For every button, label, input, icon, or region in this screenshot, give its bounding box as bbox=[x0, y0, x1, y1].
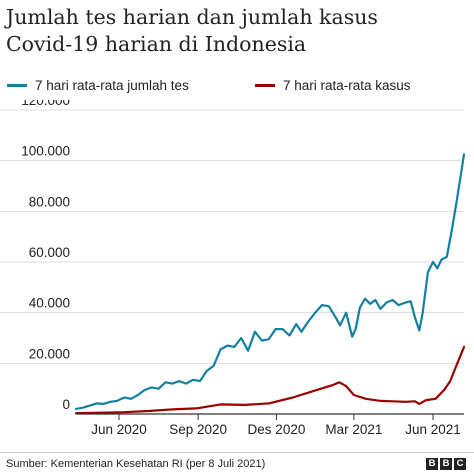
x-tick-label: Jun 2021 bbox=[405, 422, 461, 437]
y-tick-label: 20.000 bbox=[29, 346, 70, 361]
legend-label-cases: 7 hari rata-rata kasus bbox=[283, 78, 411, 93]
line-chart: 0 20.000 40.000 60.000 80.000 100.000 120.000 J… bbox=[0, 100, 466, 437]
bbc-logo-block-2: B bbox=[440, 458, 452, 470]
bbc-logo: B B C bbox=[426, 458, 466, 470]
bbc-logo-block-3: C bbox=[454, 458, 466, 470]
series-line-cases bbox=[74, 345, 466, 415]
y-tick-label: 0 bbox=[62, 397, 70, 412]
x-tick-label: Mar 2021 bbox=[325, 422, 382, 437]
source-note: Sumber: Kementerian Kesehatan RI (per 8 … bbox=[6, 458, 266, 470]
x-tick-label: Jun 2020 bbox=[91, 422, 147, 437]
legend-item-tests: 7 hari rata-rata jumlah tes bbox=[7, 78, 189, 93]
footer: Sumber: Kementerian Kesehatan RI (per 8 … bbox=[0, 448, 474, 475]
chart-title: Jumlah tes harian dan jumlah kasus Covid… bbox=[6, 4, 466, 58]
series-line-tests bbox=[74, 153, 466, 410]
y-tick-label: 100.000 bbox=[21, 144, 70, 159]
y-tick-label: 40.000 bbox=[29, 296, 70, 311]
legend-item-cases: 7 hari rata-rata kasus bbox=[255, 78, 411, 93]
legend-swatch-tests bbox=[7, 84, 27, 87]
y-tick-label: 60.000 bbox=[29, 245, 70, 260]
x-tick-label: Des 2020 bbox=[248, 422, 306, 437]
footer-divider bbox=[0, 452, 474, 453]
y-tick-label: 120.000 bbox=[21, 100, 70, 108]
legend-swatch-cases bbox=[255, 84, 275, 87]
bbc-logo-block-1: B bbox=[426, 458, 438, 470]
y-tick-label: 80.000 bbox=[29, 194, 70, 209]
chart-legend: 7 hari rata-rata jumlah tes 7 hari rata-… bbox=[7, 78, 467, 98]
x-tick-label: Sep 2020 bbox=[169, 422, 227, 437]
chart-title-line-2: Covid-19 harian di Indonesia bbox=[6, 32, 307, 56]
legend-label-tests: 7 hari rata-rata jumlah tes bbox=[35, 78, 189, 93]
chart-title-line-1: Jumlah tes harian dan jumlah kasus bbox=[6, 5, 378, 29]
